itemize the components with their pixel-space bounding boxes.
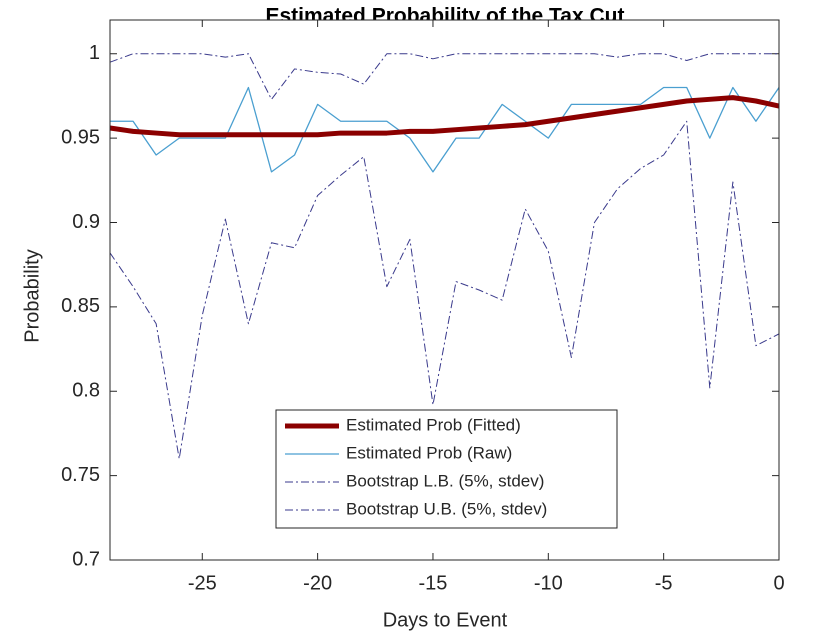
legend-label: Estimated Prob (Raw) [346, 443, 512, 462]
x-tick-label: -20 [303, 572, 332, 594]
y-tick-label: 0.7 [72, 548, 100, 570]
series-line [109, 120, 780, 460]
y-tick-label: 0.9 [72, 211, 100, 233]
x-tick-label: -25 [188, 572, 217, 594]
x-axis-label: Days to Event [383, 609, 508, 631]
legend: Estimated Prob (Fitted) Estimated Prob (R… [275, 409, 618, 529]
series-line [109, 95, 780, 138]
x-tick-label: 0 [773, 572, 784, 594]
legend-label: Estimated Prob (Fitted) [346, 415, 521, 434]
y-tick-label: 0.85 [61, 295, 100, 317]
x-tick-label: -15 [419, 572, 448, 594]
y-tick-label: 0.8 [72, 380, 100, 402]
series-line [109, 53, 779, 100]
legend-label: Bootstrap L.B. (5%, stdev) [346, 471, 544, 490]
y-tick-label: 1 [89, 42, 100, 64]
y-tick-label: 0.75 [61, 464, 100, 486]
legend-label: Bootstrap U.B. (5%, stdev) [346, 499, 547, 518]
axes-box [109, 19, 780, 561]
x-tick-label: -10 [534, 572, 563, 594]
legend-box [275, 409, 618, 529]
y-tick-label: 0.95 [61, 126, 100, 148]
x-tick-label: -5 [655, 572, 673, 594]
series-line [110, 86, 780, 173]
y-axis-label: Probability [21, 249, 43, 342]
